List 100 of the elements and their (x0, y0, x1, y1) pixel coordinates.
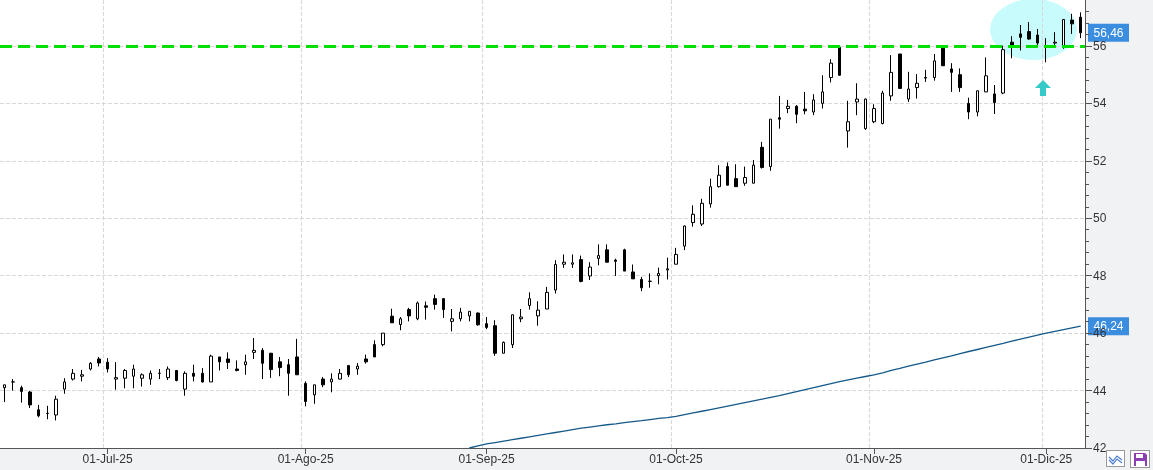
candlestick (1010, 35, 1014, 59)
candlestick (244, 354, 247, 376)
y-tick-label: 54 (1093, 96, 1107, 111)
candlestick (821, 74, 824, 110)
candlestick (579, 255, 583, 283)
candlestick (726, 162, 729, 186)
candlestick (967, 97, 970, 120)
candlestick (63, 377, 66, 395)
candlestick (838, 46, 841, 77)
candlestick (511, 314, 514, 349)
candlestick (924, 69, 927, 83)
candlestick (442, 297, 445, 319)
candlestick (485, 316, 488, 330)
candlestick (691, 204, 695, 228)
candlestick (812, 93, 815, 116)
candlestick (898, 53, 902, 89)
candlestick (976, 90, 979, 117)
candlestick (399, 316, 402, 331)
candlestick (915, 73, 919, 99)
candlestick (175, 369, 178, 382)
candlestick (278, 356, 282, 377)
candlestick (304, 380, 307, 407)
candlestick (1027, 21, 1031, 41)
candlestick (89, 361, 92, 371)
x-tick-label: 01-Jul-25 (82, 452, 133, 466)
candlestick (700, 198, 704, 227)
candlestick (1079, 11, 1082, 39)
candlestick (941, 46, 945, 67)
candlestick (752, 159, 755, 184)
candlestick (218, 356, 221, 371)
candlestick (993, 84, 996, 115)
candlestick (20, 385, 23, 404)
candlestick (734, 163, 738, 188)
candlestick (614, 258, 617, 277)
candlestick (252, 337, 256, 360)
candlestick (235, 359, 239, 372)
candlestick (889, 54, 893, 102)
annotation: 56,46 (1093, 25, 1124, 40)
candlestick (631, 263, 635, 280)
candlestick (46, 405, 49, 420)
candlestick (519, 308, 523, 323)
x-tick-label: 01-Dic-25 (1020, 452, 1073, 466)
candlestick (28, 390, 32, 409)
candlestick (416, 301, 419, 321)
candlestick (54, 395, 58, 421)
candlestick (640, 276, 643, 292)
y-tick-label: 50 (1093, 211, 1107, 226)
candlestick (287, 358, 290, 397)
candlestick (683, 224, 686, 251)
candlestick (149, 369, 152, 386)
candlestick (881, 90, 884, 125)
candlestick (1053, 31, 1057, 47)
candlestick (829, 58, 833, 83)
candlestick (1070, 13, 1074, 35)
candlestick (356, 362, 359, 376)
candlestick (433, 294, 437, 311)
candlestick (97, 356, 101, 367)
candlestick (338, 368, 342, 381)
candlestick (864, 98, 867, 131)
candlestick (201, 367, 204, 384)
candlestick (381, 332, 385, 347)
candlestick (1036, 28, 1039, 47)
candlestick (502, 340, 505, 354)
candlestick (407, 307, 411, 322)
candlestick (295, 338, 299, 376)
y-tick-label: 42 (1093, 441, 1107, 455)
candlestick (933, 53, 936, 82)
candlestick (709, 178, 712, 209)
candlestick (872, 103, 876, 124)
candlestick (166, 365, 170, 381)
candlestick (364, 354, 368, 365)
y-tick-label: 52 (1093, 153, 1107, 168)
candlestick (321, 376, 325, 388)
candlestick (347, 365, 350, 378)
candlestick (1019, 24, 1022, 52)
candlestick (226, 351, 230, 370)
candlestick (588, 261, 592, 281)
candlestick (846, 100, 850, 149)
candlestick (743, 166, 747, 187)
candlestick (803, 91, 807, 115)
candlestick (623, 248, 626, 272)
candlestick (80, 369, 84, 382)
candlestick (390, 308, 394, 324)
candlestick (666, 257, 669, 280)
candlestick (855, 82, 859, 116)
candlestick (71, 368, 75, 382)
candlestick (605, 243, 609, 263)
candlestick (907, 71, 910, 103)
candlestick (717, 164, 721, 189)
candlestick (11, 378, 15, 392)
candlestick (123, 368, 127, 389)
candlestick (760, 141, 764, 170)
candlestick (37, 404, 40, 418)
candlestick (778, 95, 781, 130)
candlestick (984, 56, 988, 93)
x-tick-label: 01-Sep-25 (458, 452, 515, 466)
candlestick (476, 311, 480, 327)
candlestick (424, 301, 428, 321)
candlestick (450, 308, 454, 332)
candlestick (597, 243, 600, 266)
